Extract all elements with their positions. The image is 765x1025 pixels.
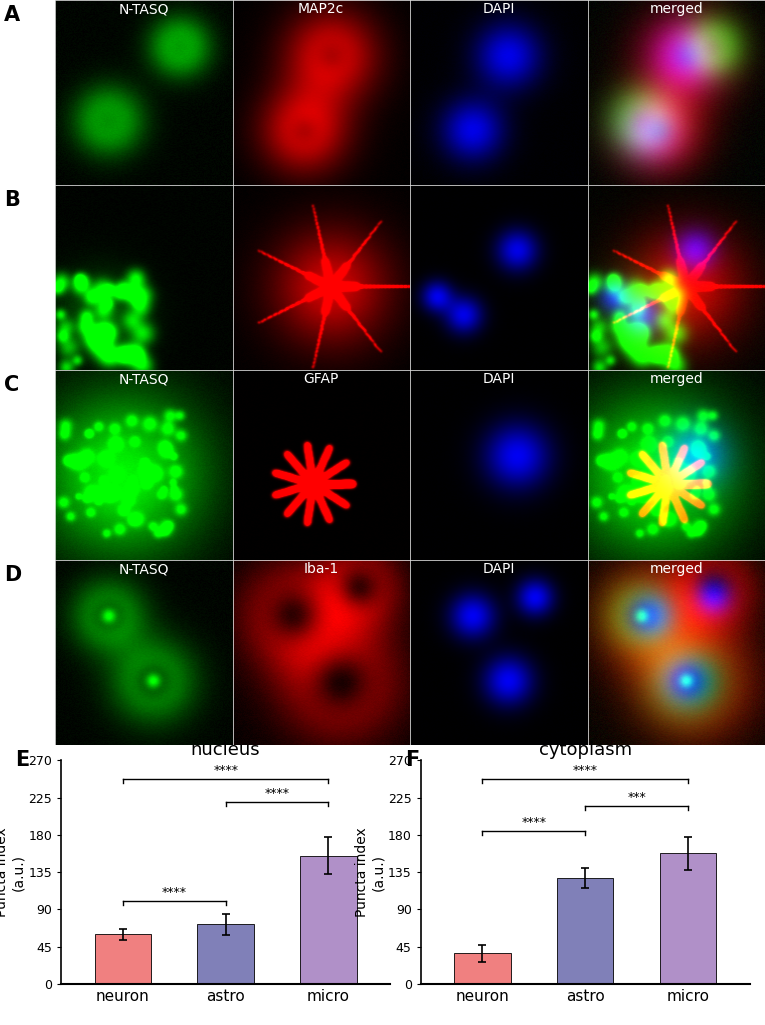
Text: ****: **** (573, 764, 597, 777)
Bar (197, 925, 254, 984)
Text: Iba-1: Iba-1 (304, 562, 339, 576)
Bar (557, 878, 614, 984)
Text: MAP2c: MAP2c (298, 2, 344, 16)
Text: astrocytes: astrocytes (21, 428, 34, 501)
Text: merged: merged (649, 2, 703, 16)
Bar (659, 853, 716, 984)
Text: N-TASQ: N-TASQ (119, 372, 169, 386)
Text: ****: **** (161, 887, 187, 899)
Y-axis label: Puncta index
(a.u.): Puncta index (a.u.) (0, 827, 25, 917)
Text: F: F (405, 750, 420, 770)
Text: D: D (4, 565, 21, 585)
Text: DAPI: DAPI (483, 2, 515, 16)
Bar (300, 856, 356, 984)
Text: DAPI: DAPI (483, 372, 515, 386)
Text: A: A (4, 5, 20, 26)
Text: ****: **** (213, 764, 238, 777)
Text: neurons: neurons (21, 65, 34, 121)
Text: merged: merged (649, 372, 703, 386)
Text: ***: *** (627, 791, 646, 805)
Text: microglia: microglia (21, 620, 34, 685)
Text: ****: **** (265, 787, 290, 800)
Text: B: B (4, 190, 20, 210)
Bar (454, 953, 511, 984)
Text: E: E (15, 750, 30, 770)
Text: ****: **** (521, 816, 546, 829)
Text: merged: merged (649, 562, 703, 576)
Y-axis label: Puncta index
(a.u.): Puncta index (a.u.) (355, 827, 385, 917)
Title: cytoplasm: cytoplasm (539, 741, 632, 758)
Text: GFAP: GFAP (304, 372, 339, 386)
Bar (95, 935, 151, 984)
Text: N-TASQ: N-TASQ (119, 2, 169, 16)
Text: DAPI: DAPI (483, 562, 515, 576)
Text: mixture: mixture (21, 250, 34, 304)
Text: N-TASQ: N-TASQ (119, 562, 169, 576)
Title: nucleus: nucleus (190, 741, 261, 758)
Text: C: C (4, 375, 19, 395)
